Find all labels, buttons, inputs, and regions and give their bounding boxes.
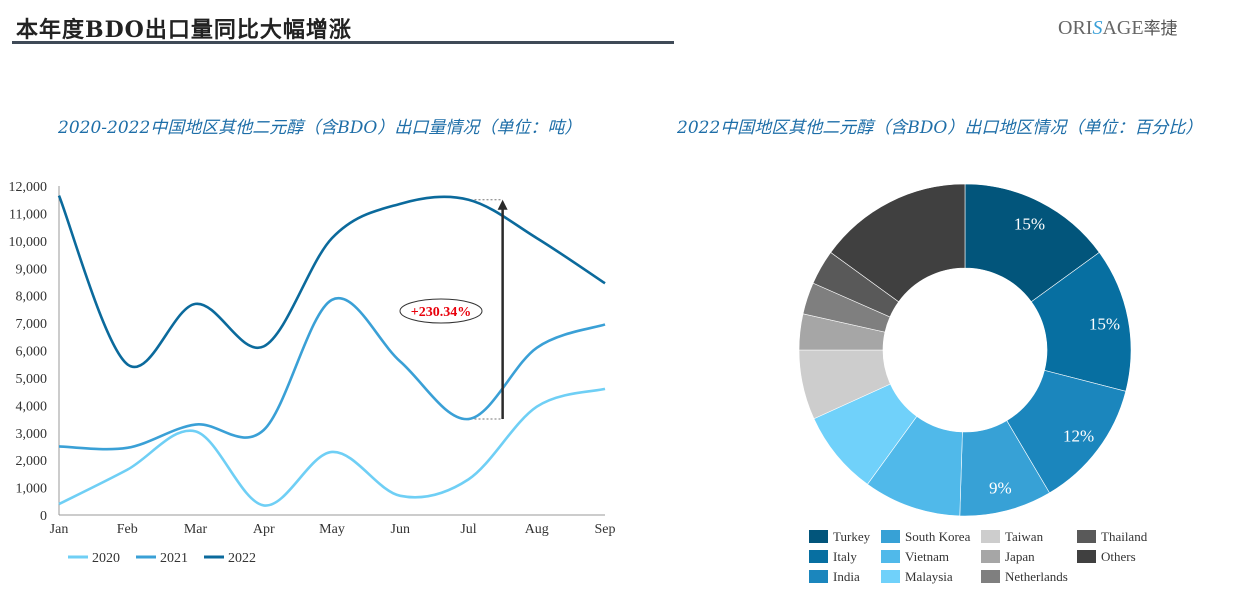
- y-tick-label: 6,000: [16, 345, 48, 360]
- series-line-2020: [58, 387, 606, 507]
- legend-swatch-taiwan: [981, 530, 1000, 543]
- legend-label: Malaysia: [905, 569, 953, 584]
- legend-swatch-italy: [809, 550, 828, 563]
- legend-label: India: [833, 569, 860, 584]
- line-chart-title: 2020-2022中国地区其他二元醇（含BDO）出口量情况（单位：吨）: [58, 118, 582, 138]
- x-tick-label: Aug: [525, 522, 549, 537]
- legend-label-2022: 2022: [228, 551, 256, 566]
- annotation-ellipse: [399, 298, 483, 324]
- donut-chart-title: 2022中国地区其他二元醇（含BDO）出口地区情况（单位：百分比）: [677, 118, 1203, 138]
- title-divider: [12, 41, 674, 44]
- arrow-head-icon: [497, 199, 508, 210]
- legend-label: Turkey: [833, 529, 871, 544]
- legend-label: Taiwan: [1005, 529, 1044, 544]
- y-tick-label: 10,000: [9, 235, 48, 250]
- legend-label: Italy: [833, 549, 857, 564]
- legend-label-2020: 2020: [92, 551, 120, 566]
- legend-label: Japan: [1005, 549, 1035, 564]
- y-tick-label: 3,000: [16, 427, 48, 442]
- legend-swatch-netherlands: [981, 570, 1000, 583]
- legend-label: Vietnam: [905, 549, 949, 564]
- legend-swatch-thailand: [1077, 530, 1096, 543]
- legend-swatch-japan: [981, 550, 1000, 563]
- legend-swatch-turkey: [809, 530, 828, 543]
- series-line-2022: [57, 195, 606, 369]
- series-line-2021: [58, 296, 606, 451]
- y-tick-label: 9,000: [16, 262, 48, 277]
- y-tick-label: 7,000: [16, 317, 48, 332]
- x-tick-label: Feb: [117, 522, 138, 537]
- x-tick-label: Apr: [253, 522, 275, 537]
- y-tick-label: 4,000: [16, 399, 48, 414]
- logo: ORISAGE率捷: [1058, 17, 1178, 39]
- slice-label: 9%: [989, 479, 1012, 498]
- x-tick-label: May: [319, 522, 345, 537]
- x-tick-label: Jan: [50, 522, 69, 537]
- x-tick-label: Jun: [391, 522, 410, 537]
- legend-swatch-india: [809, 570, 828, 583]
- y-tick-label: 11,000: [9, 207, 47, 222]
- page-title: 本年度BDO出口量同比大幅增涨: [16, 17, 352, 43]
- donut-slice-others: [830, 183, 966, 303]
- y-tick-label: 5,000: [16, 372, 48, 387]
- legend-label: Others: [1101, 549, 1136, 564]
- legend-swatch-malaysia: [881, 570, 900, 583]
- legend-label: Thailand: [1101, 529, 1148, 544]
- y-tick-label: 2,000: [16, 454, 48, 469]
- legend-label: South Korea: [905, 529, 971, 544]
- y-tick-label: 8,000: [16, 290, 48, 305]
- slice-label: 15%: [1089, 314, 1120, 333]
- slice-label: 15%: [1014, 214, 1045, 233]
- x-tick-label: Jul: [460, 522, 476, 537]
- legend-label: Netherlands: [1005, 569, 1068, 584]
- y-tick-label: 12,000: [9, 180, 48, 195]
- slice-label: 12%: [1063, 426, 1094, 445]
- legend-swatch-south-korea: [881, 530, 900, 543]
- legend-swatch-vietnam: [881, 550, 900, 563]
- legend-label-2021: 2021: [160, 551, 188, 566]
- legend-swatch-others: [1077, 550, 1096, 563]
- x-tick-label: Mar: [184, 522, 208, 537]
- y-tick-label: 0: [40, 509, 47, 524]
- y-tick-label: 1,000: [16, 482, 48, 497]
- growth-label: +230.34%: [411, 305, 471, 320]
- x-tick-label: Sep: [595, 522, 616, 537]
